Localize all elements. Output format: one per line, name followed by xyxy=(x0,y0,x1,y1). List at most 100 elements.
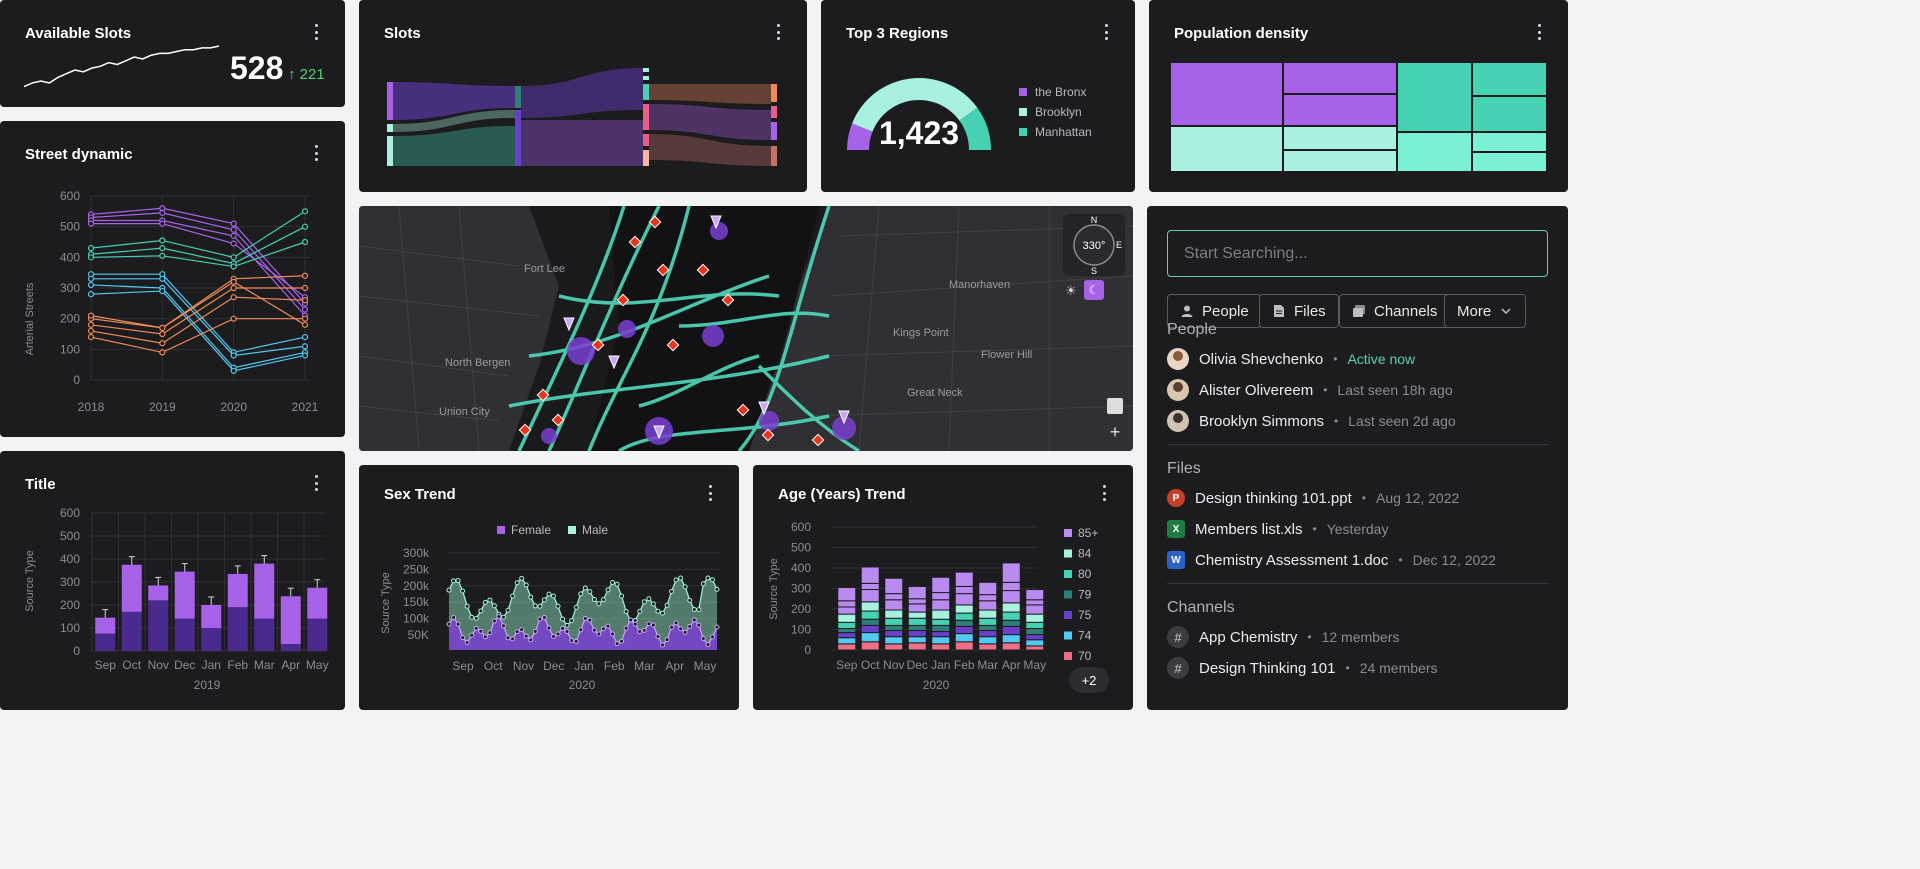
female-point xyxy=(628,617,634,623)
layers-button[interactable] xyxy=(1107,398,1123,414)
stacked-bar-segment xyxy=(954,633,974,643)
y-tick-label: 400 xyxy=(60,552,80,566)
file-row[interactable]: P Design thinking 101.ppt • Aug 12, 2022 xyxy=(1167,485,1459,511)
x-tick-label: 2020 xyxy=(220,400,247,414)
series-line xyxy=(90,290,306,372)
map-card[interactable]: Fort Lee North Bergen Union City Manorha… xyxy=(359,206,1133,451)
data-point xyxy=(159,287,166,295)
stacked-bar-segment xyxy=(860,624,880,634)
female-point xyxy=(655,634,661,640)
male-point xyxy=(641,599,647,605)
y-tick-label: 150k xyxy=(403,595,430,609)
female-point xyxy=(550,634,556,640)
population-treemap xyxy=(1169,61,1548,173)
y-tick-label: 50K xyxy=(408,628,429,642)
person-row[interactable]: Brooklyn Simmons • Last seen 2d ago xyxy=(1167,408,1456,434)
filter-more-button[interactable]: More xyxy=(1444,294,1527,328)
compass-icon: N E S 330° xyxy=(1073,215,1122,276)
y-tick-label: 250k xyxy=(403,562,430,576)
person-row[interactable]: Alister Olivereem • Last seen 18h ago xyxy=(1167,377,1453,403)
more-options-icon[interactable] xyxy=(1532,22,1546,42)
female-point xyxy=(555,631,561,637)
stacked-bar-segment xyxy=(954,619,974,627)
light-mode-button[interactable]: ☀ xyxy=(1061,281,1081,301)
female-point xyxy=(519,626,525,632)
channel-row[interactable]: # Design Thinking 101 • 24 members xyxy=(1167,655,1438,681)
stacked-bar-segment xyxy=(907,642,927,651)
more-options-icon[interactable] xyxy=(1099,22,1113,42)
stacked-bar-segment xyxy=(884,630,904,638)
data-point xyxy=(230,315,237,322)
data-point xyxy=(301,223,309,230)
file-row[interactable]: X Members list.xls • Yesterday xyxy=(1167,516,1388,542)
stacked-bar-segment xyxy=(907,603,927,613)
stacked-bar-segment xyxy=(884,593,904,601)
avatar xyxy=(1167,410,1189,432)
bar-lower xyxy=(280,644,301,651)
stacked-bar-segment xyxy=(907,630,927,638)
stacked-bar-segment xyxy=(1001,611,1021,621)
legend-more-button[interactable]: +2 xyxy=(1069,667,1109,693)
map-label: Flower Hill xyxy=(981,349,1032,361)
male-point xyxy=(573,604,579,610)
bar-upper xyxy=(201,605,222,628)
data-point xyxy=(301,321,309,328)
channel-row[interactable]: # App Chemistry • 12 members xyxy=(1167,624,1399,650)
female-point xyxy=(473,625,479,631)
file-row[interactable]: W Chemistry Assessment 1.doc • Dec 12, 2… xyxy=(1167,547,1496,573)
more-options-icon[interactable] xyxy=(309,22,323,42)
x-tick-label: Nov xyxy=(883,658,904,672)
filter-people-button[interactable]: People xyxy=(1167,294,1262,328)
male-point xyxy=(682,584,688,590)
sex-trend-chart: Female Male Source Type 300k 250k 200k 150k 1… xyxy=(380,523,720,692)
data-point xyxy=(159,275,166,282)
bar-lower xyxy=(307,618,328,651)
female-point xyxy=(605,623,611,629)
bar-upper xyxy=(307,587,328,619)
more-options-icon[interactable] xyxy=(771,22,785,42)
stacked-bar-segment xyxy=(931,609,951,620)
more-options-icon[interactable] xyxy=(309,143,323,163)
data-point xyxy=(230,263,237,270)
female-point xyxy=(600,626,606,632)
data-point xyxy=(230,352,237,359)
title-chart-card: Title Source Type 600 500 400 300 200 100 0 Se… xyxy=(0,451,345,710)
search-input[interactable] xyxy=(1167,230,1548,277)
female-point xyxy=(455,621,461,627)
svg-text:E: E xyxy=(1116,240,1122,250)
legend-swatch xyxy=(1064,652,1072,660)
map-label: North Bergen xyxy=(445,357,510,369)
bar-lower xyxy=(254,618,275,651)
channels-section-title: Channels xyxy=(1167,599,1235,616)
data-point xyxy=(301,284,309,292)
more-options-icon[interactable] xyxy=(1097,483,1111,503)
sex-trend-ylabel: Source Type xyxy=(380,572,392,634)
map-label: Union City xyxy=(439,406,490,418)
legend-label: 85+ xyxy=(1078,526,1098,540)
person-row[interactable]: Olivia Shevchenko • Active now xyxy=(1167,346,1415,372)
stacked-bar-segment xyxy=(1001,590,1021,604)
male-point xyxy=(528,594,534,600)
x-tick-label: Dec xyxy=(174,658,195,672)
male-point xyxy=(519,575,525,581)
female-point xyxy=(582,616,588,622)
compass-widget[interactable]: N E S 330° xyxy=(1063,214,1125,276)
data-point xyxy=(87,254,95,261)
legend-label: 74 xyxy=(1078,629,1092,643)
male-point xyxy=(560,616,566,622)
file-icon xyxy=(1274,305,1284,317)
male-point xyxy=(696,607,702,613)
more-options-icon[interactable] xyxy=(703,483,717,503)
dark-mode-button[interactable]: ☾ xyxy=(1084,280,1104,300)
y-tick-label: 300 xyxy=(791,582,811,596)
svg-text:N: N xyxy=(1091,215,1098,225)
filter-files-button[interactable]: Files xyxy=(1259,294,1339,328)
map-canvas[interactable]: Fort Lee North Bergen Union City Manorha… xyxy=(359,206,1133,451)
filter-channels-button[interactable]: Channels xyxy=(1339,294,1451,328)
female-point xyxy=(623,625,629,631)
bar-lower xyxy=(201,628,222,651)
data-point xyxy=(87,281,95,289)
zoom-in-button[interactable]: + xyxy=(1105,422,1125,442)
more-options-icon[interactable] xyxy=(309,473,323,493)
stacked-bar-segment xyxy=(907,611,927,619)
